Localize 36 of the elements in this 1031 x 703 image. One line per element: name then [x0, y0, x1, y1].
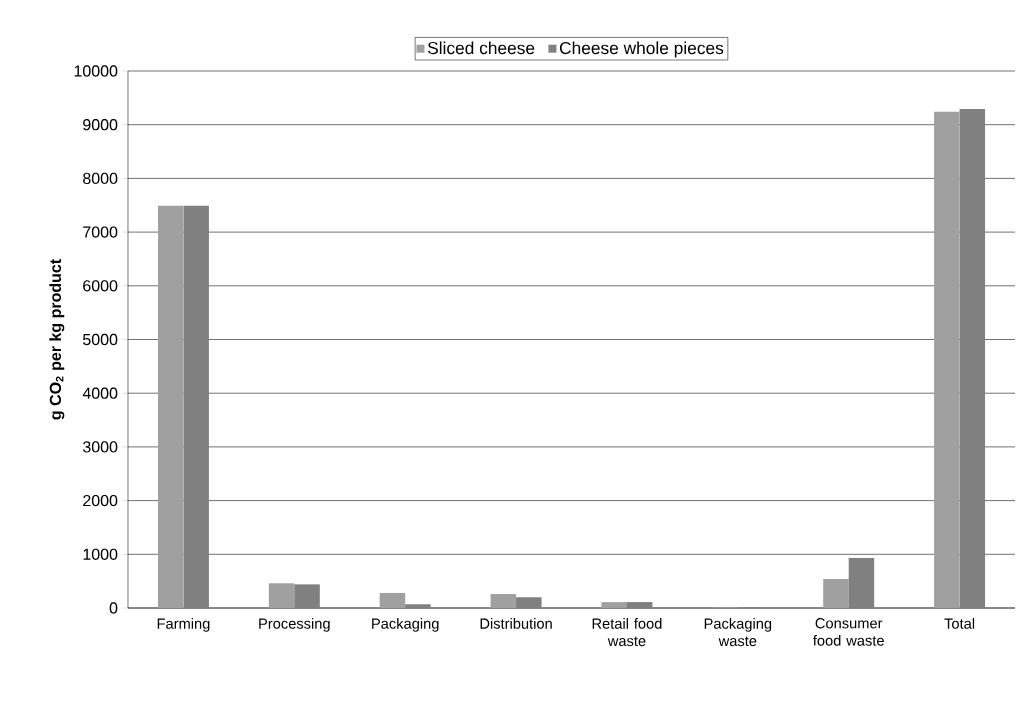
y-tick-label: 6000	[83, 280, 118, 292]
bar	[294, 584, 320, 608]
x-tick-label: Retail food waste	[592, 618, 662, 647]
bar	[601, 602, 627, 608]
y-tick-label: 4000	[82, 387, 118, 399]
x-tick-label: Distribution	[480, 618, 552, 629]
bar	[379, 592, 406, 608]
bar	[405, 604, 431, 608]
x-tick-label: Farming	[157, 618, 210, 632]
bar	[183, 205, 209, 608]
bar	[934, 111, 960, 608]
x-tick-label: Packaging	[372, 618, 439, 632]
y-tick-label: 7000	[83, 226, 118, 238]
x-tick-label: Packaging waste	[704, 618, 772, 647]
bar	[848, 558, 875, 608]
y-tick-label: 1000	[83, 548, 118, 560]
y-tick-label: 2000	[83, 494, 118, 507]
y-tick-label: 9000	[83, 119, 118, 131]
y-tick-label: 8000	[83, 172, 118, 185]
bar	[516, 597, 542, 608]
bar	[157, 205, 184, 608]
bar	[268, 583, 295, 608]
x-tick-label: Total	[944, 618, 975, 629]
x-tick-label: Processing	[259, 618, 330, 632]
bar	[490, 594, 517, 608]
y-tick-label: 0	[109, 602, 118, 614]
y-tick-label: 10000	[74, 65, 118, 77]
bar	[823, 579, 849, 608]
y-axis-title: g CO$_{2}$ per kg product	[49, 259, 65, 420]
x-tick-label: Consumer food waste	[813, 618, 884, 646]
legend-label: Cheese whole pieces	[559, 41, 724, 58]
legend-label: Sliced cheese	[427, 41, 535, 55]
y-tick-label: 5000	[83, 333, 118, 346]
bar	[959, 109, 986, 608]
bar	[626, 602, 653, 608]
y-tick-label: 3000	[82, 441, 118, 453]
